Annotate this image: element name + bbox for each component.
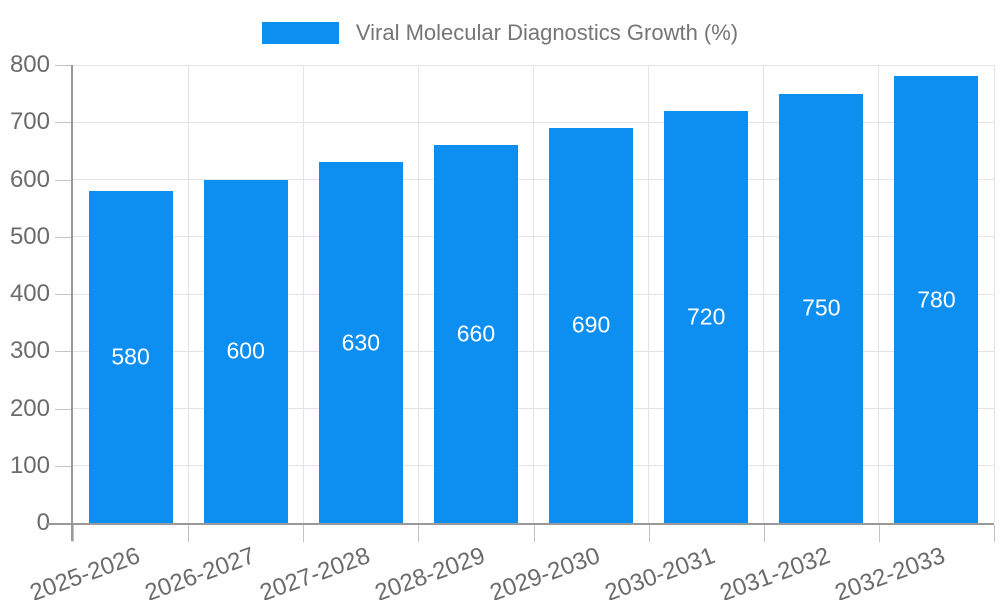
x-axis-tick-label: 2027-2028 [256,542,374,600]
x-axis-tick [648,525,650,542]
y-axis-tick [55,408,71,410]
y-axis-tick-label: 100 [9,451,50,479]
y-axis-tick [55,236,71,238]
x-axis-tick [994,525,995,542]
x-axis-tick [533,525,535,542]
y-axis-tick [55,465,71,467]
legend-swatch-icon [261,22,339,44]
y-axis-tick [55,65,71,66]
bar-value-label: 660 [456,320,496,347]
gridline-vertical [302,65,304,523]
bar[interactable] [894,76,979,523]
bar-value-label: 580 [111,343,150,370]
gridline-vertical [187,65,189,523]
bar-value-label: 750 [802,294,841,321]
bar[interactable] [88,190,173,523]
x-axis-tick-label: 2026-2027 [141,542,259,600]
x-axis-tick [303,525,305,542]
bar-value-label: 630 [341,329,380,356]
x-axis-tick [188,525,190,542]
x-axis-tick [763,525,765,542]
y-axis-tick-label: 300 [9,337,50,365]
y-axis-tick [55,179,71,181]
legend-label: Viral Molecular Diagnostics Growth (%) [355,20,739,45]
bar[interactable] [549,127,634,523]
legend-item[interactable]: Viral Molecular Diagnostics Growth (%) [261,20,739,46]
y-axis-tick-label: 400 [9,280,50,307]
gridline-vertical [417,65,419,523]
y-axis-tick-label: 700 [9,108,50,136]
bar[interactable] [779,93,864,523]
y-axis-tick-label: 800 [9,51,50,78]
bar[interactable] [318,162,403,523]
bar[interactable] [433,145,518,523]
x-axis-tick-label: 2031-2032 [716,542,834,600]
bar-value-label: 720 [687,303,726,330]
bar[interactable] [664,110,749,523]
bar-value-label: 600 [226,337,265,364]
x-axis-tick-label: 2028-2029 [371,542,489,600]
x-axis-tick-label: 2029-2030 [486,542,604,600]
gridline-vertical [648,65,650,523]
bar[interactable] [203,179,288,523]
x-axis-tick [73,525,74,542]
y-axis-tick [55,294,71,295]
plot-area: 0 100 200 300 400 500 600 700 800 580 2025-2026 600… [10,53,995,600]
y-axis-tick-label: 500 [9,222,50,250]
x-axis-tick [878,525,880,542]
y-axis-tick [55,351,71,353]
bar-value-label: 690 [571,311,611,338]
y-axis-tick [55,122,71,124]
y-axis-tick-label: 0 [36,509,50,536]
y-axis-tick-label: 200 [9,394,50,422]
gridline-vertical [993,65,995,523]
x-axis-line [46,523,994,525]
x-axis-tick [418,525,420,542]
bar-value-label: 780 [917,286,956,313]
legend: Viral Molecular Diagnostics Growth (%) [0,20,1000,46]
x-axis-tick-label: 2030-2031 [601,542,719,600]
y-axis-line [71,65,73,541]
y-axis-tick-label: 600 [9,165,50,193]
x-axis-tick-label: 2025-2026 [26,542,144,600]
x-axis-tick-label: 2032-2033 [831,542,949,600]
gridline-vertical [533,65,534,523]
gridline-vertical [878,65,880,523]
gridline-vertical [763,65,765,523]
